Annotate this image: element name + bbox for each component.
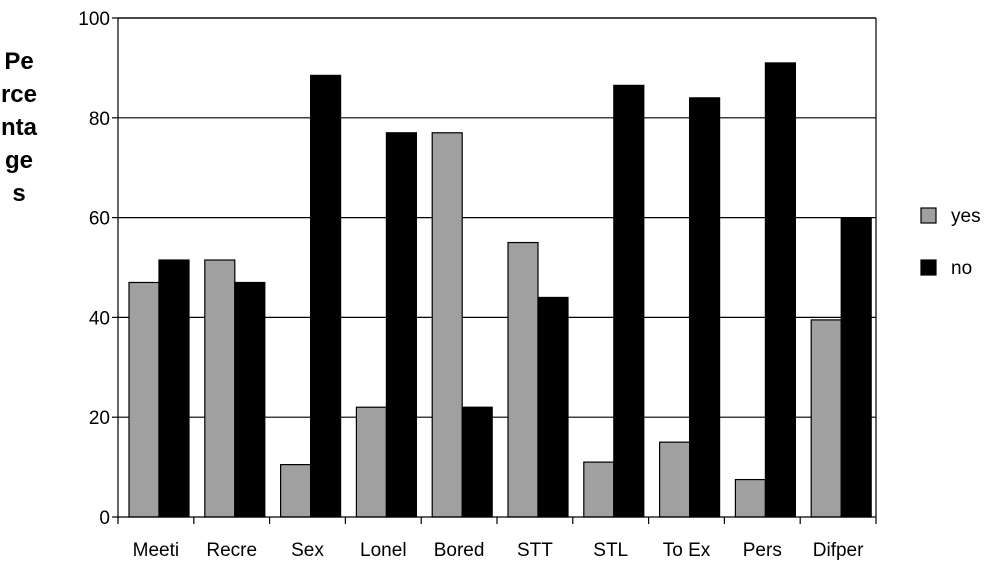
bar-no-8 [764, 62, 797, 518]
x-tick-label: Meeti [133, 540, 179, 561]
bar-yes-2 [280, 464, 312, 518]
bar-no-1 [234, 281, 266, 518]
x-tick-label: Pers [743, 540, 782, 561]
bar-yes-4 [431, 132, 463, 518]
bar-yes-6 [583, 461, 615, 518]
y-tick-label: 0 [99, 508, 110, 529]
legend-label-yes: yes [951, 206, 981, 227]
bar-no-5 [537, 296, 569, 518]
y-tick-label: 100 [78, 9, 110, 30]
y-tick-label: 60 [89, 209, 110, 230]
x-tick-label: To Ex [663, 540, 711, 561]
x-tick-label: Sex [291, 540, 324, 561]
x-tick-label: Difper [813, 540, 864, 561]
bar-yes-1 [204, 259, 236, 518]
bar-no-2 [310, 74, 342, 518]
bar-no-3 [385, 132, 417, 518]
bar-no-9 [840, 217, 872, 518]
bar-no-4 [461, 406, 493, 518]
bar-yes-9 [810, 319, 842, 518]
bar-no-6 [613, 84, 645, 518]
bar-yes-8 [734, 478, 767, 518]
legend-swatch-yes [920, 207, 937, 224]
bar-yes-5 [507, 241, 539, 518]
bar-no-0 [158, 259, 190, 518]
bar-yes-7 [658, 441, 691, 518]
y-tick-label: 40 [89, 308, 110, 329]
x-tick-label: STT [517, 540, 553, 561]
y-axis-label: Percentages [0, 48, 38, 207]
y-tick-label: 20 [89, 408, 110, 429]
bar-yes-3 [355, 406, 387, 518]
x-tick-label: STL [593, 540, 628, 561]
legend-label-no: no [951, 258, 972, 279]
x-tick-label: Lonel [360, 540, 407, 561]
x-tick-label: Recre [206, 540, 257, 561]
x-tick-label: Bored [434, 540, 485, 561]
bar-no-7 [688, 97, 721, 518]
bar-yes-0 [128, 281, 160, 518]
y-tick-label: 80 [89, 109, 110, 130]
legend-swatch-no [920, 259, 937, 276]
